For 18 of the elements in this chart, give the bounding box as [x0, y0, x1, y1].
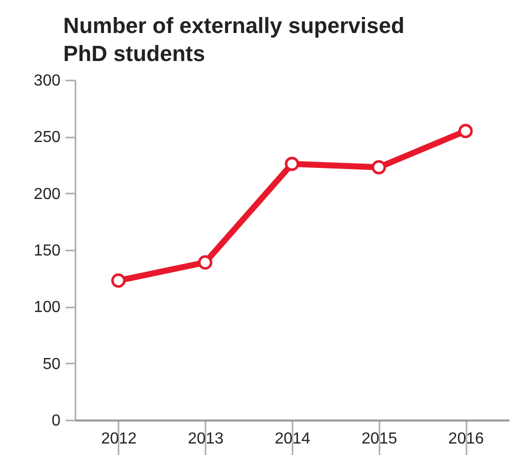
chart-title: Number of externally supervised PhD students — [63, 13, 404, 66]
x-tick-label: 2012 — [101, 430, 137, 448]
y-tick-label: 200 — [34, 186, 61, 203]
point — [372, 160, 386, 174]
point — [111, 273, 126, 288]
y-tick-label: 50 — [42, 356, 61, 373]
y-tick-label: 100 — [34, 299, 61, 316]
y-tick-label: 0 — [52, 412, 61, 430]
x-tick-label: 2014 — [274, 430, 310, 448]
y-tick-label: 150 — [34, 242, 61, 260]
x-tick-label: 2013 — [188, 430, 224, 448]
point — [284, 156, 300, 172]
y-tick-label: 300 — [34, 72, 61, 90]
x-tick-label: 2016 — [448, 430, 484, 448]
point — [458, 124, 473, 138]
y-tick-label: 250 — [34, 129, 61, 146]
point — [198, 255, 212, 270]
x-tick-label: 2015 — [362, 430, 398, 448]
